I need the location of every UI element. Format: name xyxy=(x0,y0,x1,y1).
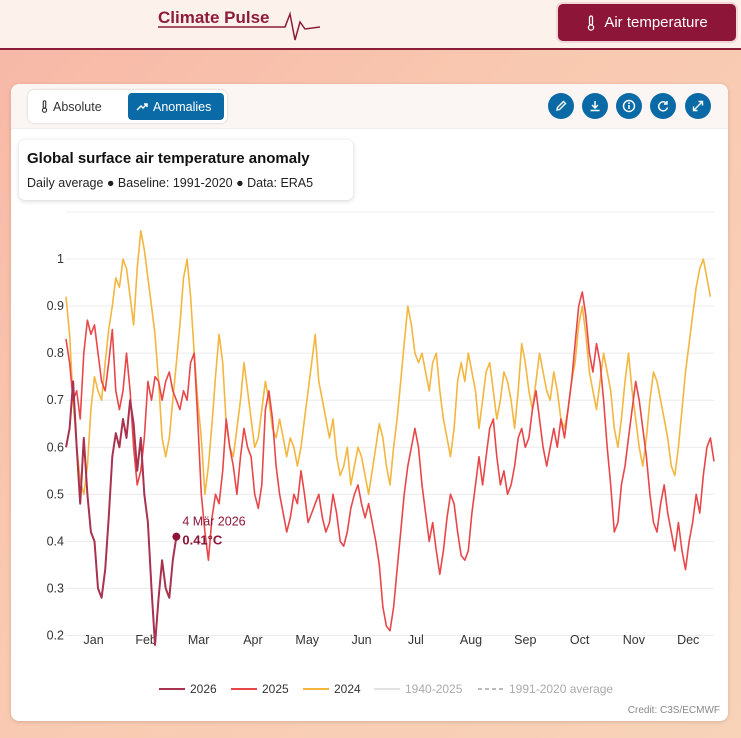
variable-button-label: Air temperature xyxy=(604,14,708,31)
chart-title: Global surface air temperature anomaly xyxy=(27,150,310,167)
x-tick-label: May xyxy=(295,633,319,647)
series-line-2026 xyxy=(65,380,178,646)
mode-absolute-label: Absolute xyxy=(53,99,102,114)
y-tick-label: 0.6 xyxy=(47,440,64,454)
x-tick-label: Nov xyxy=(623,633,646,647)
legend-label: 1991-2020 average xyxy=(509,682,613,696)
legend-label: 2026 xyxy=(190,682,217,696)
tooltip-value: 0.41°C xyxy=(182,533,223,548)
x-tick-label: Jan xyxy=(84,633,104,647)
x-tick-label: Feb xyxy=(135,633,157,647)
y-tick-label: 0.5 xyxy=(47,487,64,501)
y-tick-label: 0.4 xyxy=(47,534,64,548)
y-tick-label: 1 xyxy=(57,252,64,266)
heartbeat-logo-icon xyxy=(158,11,321,41)
info-button[interactable] xyxy=(616,93,642,119)
tooltip-date: 4 Mär 2026 xyxy=(182,515,245,529)
legend-label: 2025 xyxy=(262,682,289,696)
series-line-2024 xyxy=(65,230,712,496)
info-icon xyxy=(622,99,636,113)
mode-anomalies-label: Anomalies xyxy=(153,99,212,114)
download-icon xyxy=(590,101,600,112)
series-line-2025 xyxy=(65,291,715,632)
download-button[interactable] xyxy=(582,93,608,119)
x-tick-label: Oct xyxy=(570,633,590,647)
x-tick-label: Mar xyxy=(188,633,210,647)
x-tick-label: Aug xyxy=(460,633,482,647)
expand-icon xyxy=(692,100,704,112)
mode-absolute-button[interactable]: Absolute xyxy=(32,93,110,120)
y-tick-label: 0.7 xyxy=(47,393,64,407)
y-tick-label: 0.2 xyxy=(47,628,64,642)
chart-title-box: Global surface air temperature anomaly D… xyxy=(19,140,353,200)
card-toolbar: Absolute Anomalies xyxy=(11,84,728,129)
chart-subtitle: Daily average ● Baseline: 1991-2020 ● Da… xyxy=(27,176,314,190)
variable-button[interactable]: Air temperature xyxy=(558,4,736,41)
chart-card: Absolute Anomalies 0.2 0.3 0.4 0.5 0.6 0.7 0.8… xyxy=(11,84,728,721)
expand-button[interactable] xyxy=(685,93,711,119)
thermometer-icon xyxy=(41,100,48,113)
legend-label: 2024 xyxy=(334,682,361,696)
anomaly-chart: 0.2 0.3 0.4 0.5 0.6 0.7 0.8 0.9 1 Jan Feb Mar Apr May… xyxy=(47,211,715,696)
mode-anomalies-button[interactable]: Anomalies xyxy=(128,93,224,120)
refresh-icon xyxy=(657,101,669,112)
edit-button[interactable] xyxy=(548,93,574,119)
thermometer-icon xyxy=(588,14,595,31)
x-tick-label: Sep xyxy=(514,633,536,647)
y-tick-label: 0.3 xyxy=(47,581,64,595)
tooltip-point xyxy=(172,532,181,541)
top-bar: Climate Pulse Air temperature xyxy=(0,0,741,50)
brand-title[interactable]: Climate Pulse xyxy=(158,8,270,27)
x-tick-label: Dec xyxy=(677,633,699,647)
x-tick-label: Jul xyxy=(408,633,424,647)
mode-toggle: Absolute Anomalies xyxy=(28,90,227,123)
refresh-button[interactable] xyxy=(650,93,676,119)
pencil-icon xyxy=(556,100,567,111)
y-tick-label: 0.8 xyxy=(47,346,64,360)
x-tick-label: Jun xyxy=(351,633,371,647)
credit-text: Credit: C3S/ECMWF xyxy=(627,705,720,716)
trend-icon xyxy=(136,102,148,111)
y-tick-label: 0.9 xyxy=(47,299,64,313)
x-tick-label: Apr xyxy=(243,633,262,647)
legend-label: 1940-2025 xyxy=(405,682,463,696)
